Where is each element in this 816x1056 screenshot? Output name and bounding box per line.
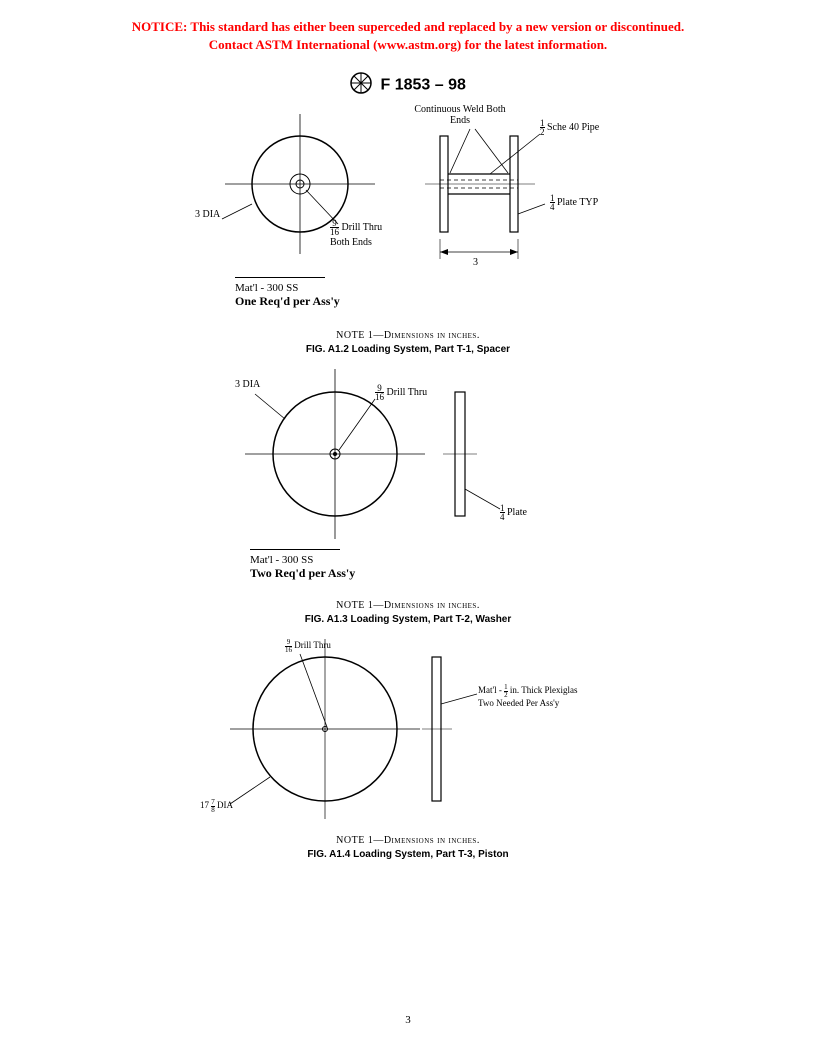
standard-number: F 1853 – 98 — [381, 77, 466, 94]
ann-plate-2: 14 Plate — [500, 504, 527, 521]
ann-weld: Continuous Weld Both Ends — [410, 104, 510, 126]
notice-line2: Contact ASTM International (www.astm.org… — [209, 37, 607, 52]
ann-3dia-2: 3 DIA — [235, 379, 260, 390]
ann-dim3: 3 — [473, 257, 478, 268]
ann-3dia-1: 3 DIA — [195, 209, 220, 220]
notice-line1: NOTICE: This standard has either been su… — [132, 19, 684, 34]
figure-a1-4-drawing — [0, 634, 816, 819]
material-a1-2: Mat'l - 300 SS One Req'd per Ass'y — [235, 277, 340, 309]
page-number: 3 — [0, 1014, 816, 1026]
ann-drill-3: 916 Drill Thru — [285, 639, 331, 653]
caption-a1-3: NOTE 1—Dimensions in inches. FIG. A1.3 L… — [0, 599, 816, 626]
ann-pipe: 12 Sche 40 Pipe — [540, 119, 599, 136]
ann-dia-3: 17 78 DIA — [200, 799, 233, 813]
standard-header: F 1853 – 98 — [0, 72, 816, 99]
figure-a1-3: 3 DIA 916 Drill Thru 14 Plate Mat'l - 30… — [0, 364, 816, 599]
caption-a1-2: NOTE 1—Dimensions in inches. FIG. A1.2 L… — [0, 329, 816, 356]
figure-a1-4: 916 Drill Thru 17 78 DIA Mat'l - 12 in. … — [0, 634, 816, 834]
material-a1-3: Mat'l - 300 SS Two Req'd per Ass'y — [250, 549, 355, 581]
ann-plate-1: 14 Plate TYP — [550, 194, 598, 211]
ann-drill-1: 916 Drill Thru Both Ends — [330, 219, 400, 247]
notice-banner: NOTICE: This standard has either been su… — [0, 0, 816, 54]
figure-a1-2: 3 DIA 916 Drill Thru Both Ends Continuou… — [0, 99, 816, 329]
astm-logo-icon — [350, 72, 372, 99]
figure-a1-2-drawing — [0, 99, 816, 294]
caption-a1-4: NOTE 1—Dimensions in inches. FIG. A1.4 L… — [0, 834, 816, 861]
ann-matl-3: Mat'l - 12 in. Thick Plexiglas Two Neede… — [478, 684, 628, 708]
ann-drill-2: 916 Drill Thru — [375, 384, 427, 401]
